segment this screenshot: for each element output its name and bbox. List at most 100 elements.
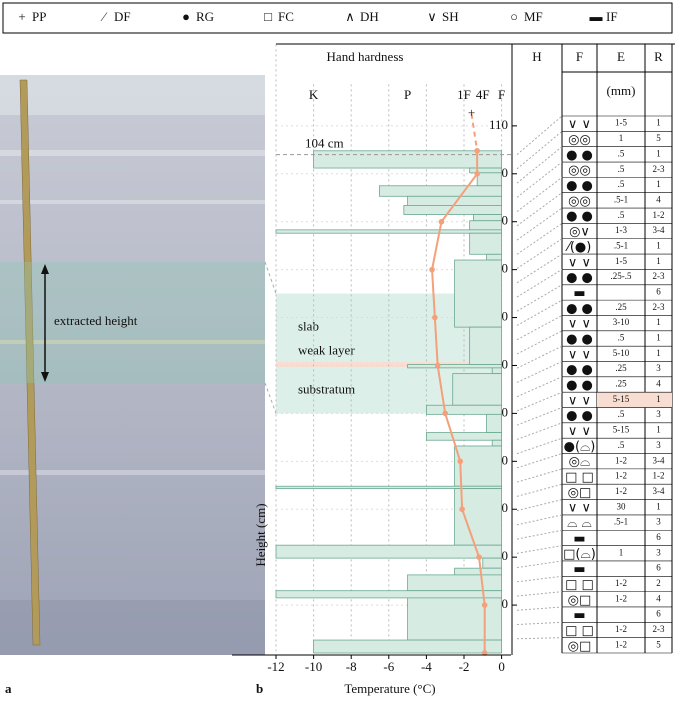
photo-layer — [0, 340, 265, 344]
grain-form: ● ● — [566, 179, 593, 194]
hardness-code: 1 — [656, 501, 661, 511]
row-connector — [516, 130, 563, 170]
legend-code: FC — [278, 9, 294, 24]
hardness-code: 3 — [656, 440, 661, 450]
temperature-point — [442, 410, 449, 417]
grain-form: ∨ ∨ — [568, 393, 591, 408]
hardness-layer — [454, 259, 503, 328]
grain-size: .5 — [618, 210, 625, 220]
legend-code: MF — [524, 9, 543, 24]
grain-form: ◎◎ — [568, 163, 591, 178]
photo-layer — [0, 200, 265, 204]
row-connector — [516, 253, 563, 284]
grain-size: 1-2 — [615, 578, 627, 588]
grain-form: ● ● — [566, 409, 593, 424]
temperature-point — [429, 266, 435, 273]
hardness-code: 3 — [656, 547, 661, 557]
grain-form: ⁄(●) — [565, 240, 592, 255]
temperature-point — [457, 458, 464, 465]
grain-size: .5 — [618, 440, 625, 450]
hardness-layer — [476, 172, 503, 187]
grain-size: .25 — [615, 379, 627, 389]
panel-label: b — [256, 681, 263, 696]
measuring-stick — [19, 79, 41, 646]
row-connector — [516, 407, 563, 426]
grain-form: ∨ ∨ — [568, 347, 591, 362]
hardness-layer — [469, 167, 503, 174]
hardness-layer — [469, 232, 503, 255]
grain-form: ◎□ — [568, 485, 592, 500]
row-connector — [516, 621, 563, 626]
grain-form: ◎⌓ — [569, 455, 591, 470]
grain-form: □ □ — [565, 623, 594, 638]
row-connector — [516, 437, 563, 455]
grain-form: ▬ — [573, 608, 585, 623]
connector — [264, 382, 277, 414]
grain-form: ● ● — [566, 271, 593, 286]
hardness-tick-label: F — [498, 87, 505, 102]
hardness-layer — [472, 214, 502, 222]
hardness-code: 6 — [656, 563, 661, 573]
hardness-layer — [407, 574, 503, 592]
hardness-layer — [313, 150, 503, 169]
row-connector — [516, 499, 563, 512]
row-connector — [516, 207, 563, 241]
hardness-layer — [486, 253, 502, 261]
grain-form: ●(⌓) — [564, 439, 596, 454]
hardness-layer — [313, 639, 503, 654]
hardness-code: 1-2 — [653, 210, 665, 220]
grain-size: .5 — [618, 164, 625, 174]
grain-form: ∨ ∨ — [568, 117, 591, 132]
hardness-code: 2-3 — [653, 302, 665, 312]
grain-size: 1-2 — [615, 471, 627, 481]
photo: extracted height — [0, 75, 265, 655]
row-connector — [516, 575, 563, 583]
grain-form: ◎◎ — [568, 133, 591, 148]
hardness-code: 4 — [656, 593, 661, 603]
grain-size: .5-1 — [614, 240, 628, 250]
grain-size: 1 — [619, 133, 624, 143]
arrow-head — [41, 264, 49, 274]
grain-form: ∨ ∨ — [568, 501, 591, 516]
row-connector — [516, 192, 563, 227]
grain-form: ● ● — [566, 378, 593, 393]
grain-size: .5 — [618, 179, 625, 189]
row-highlight — [597, 392, 672, 408]
row-connector — [516, 560, 563, 569]
arrow-head — [41, 372, 49, 382]
hardness-layer — [425, 432, 502, 441]
row-connector — [516, 545, 563, 554]
grain-size: 1-2 — [615, 455, 627, 465]
temperature-top-marker: + — [468, 105, 475, 120]
grain-size: 1-5 — [615, 256, 627, 266]
hardness-code: 2-3 — [653, 624, 665, 634]
hardness-layer — [425, 404, 502, 415]
grain-size: .25-.5 — [611, 271, 632, 281]
legend-code: DH — [360, 9, 379, 24]
grain-form: ▬ — [573, 562, 585, 577]
grain-form: ● ● — [566, 209, 593, 224]
hardness-code: 1 — [656, 394, 661, 404]
grain-form: ∨ ∨ — [568, 255, 591, 270]
hardness-code: 3-4 — [653, 455, 665, 465]
hardness-code: 1 — [656, 240, 661, 250]
hardness-layer — [469, 220, 503, 231]
hardness-code: 1 — [656, 179, 661, 189]
photo-layer — [0, 75, 265, 115]
grain-form: ● ● — [566, 363, 593, 378]
legend-symbol: ∧ — [345, 9, 355, 24]
row-connector — [516, 453, 563, 469]
grain-size: .5-1 — [614, 194, 628, 204]
grain-form: ● ● — [566, 332, 593, 347]
grain-size: 1 — [619, 547, 624, 557]
row-connector — [516, 315, 563, 341]
hardness-code: 2-3 — [653, 164, 665, 174]
column-header: E — [617, 49, 625, 64]
row-connector — [516, 345, 563, 369]
grain-size: 1-2 — [615, 593, 627, 603]
hardness-code: 5 — [656, 639, 661, 649]
row-connector — [516, 222, 563, 255]
hardness-layer — [486, 413, 502, 433]
temperature-point — [434, 362, 441, 369]
zone-label: slab — [298, 319, 319, 334]
